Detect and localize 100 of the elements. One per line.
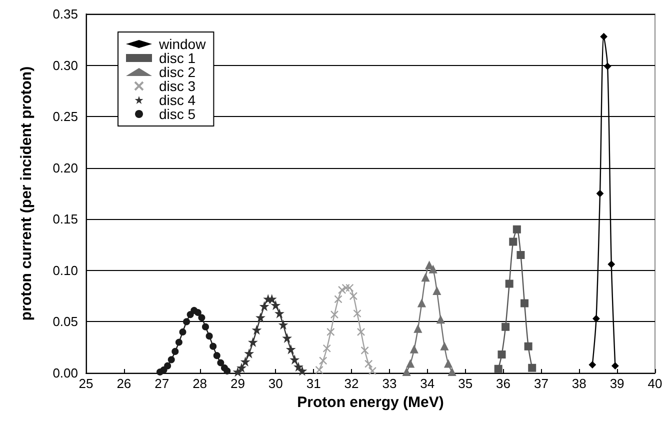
point [283, 334, 292, 342]
y-tick-label: 0.20 [52, 160, 78, 176]
legend-label: disc 1 [159, 50, 196, 66]
point [279, 320, 288, 329]
point [410, 345, 418, 354]
point [414, 324, 422, 333]
y-tick-label: 0.00 [52, 366, 78, 380]
point [238, 364, 246, 372]
point [326, 328, 335, 336]
x-tick-label: 30 [268, 376, 283, 391]
point [213, 352, 220, 360]
point [444, 360, 452, 368]
point [164, 362, 172, 370]
legend-label: disc 4 [159, 92, 196, 108]
point [505, 280, 514, 288]
x-tick-label: 35 [458, 376, 473, 391]
point [252, 326, 261, 334]
point [509, 238, 518, 246]
x-tick-label: 38 [572, 376, 586, 391]
point [330, 310, 339, 319]
x-tick-label: 34 [420, 376, 435, 391]
x-tick-label: 31 [306, 376, 321, 391]
point [298, 366, 306, 375]
x-tick-label: 29 [230, 376, 245, 391]
x-tick-label: 25 [78, 376, 94, 391]
point [349, 292, 358, 300]
point [334, 295, 342, 304]
point [596, 190, 604, 197]
y-tick-label: 0.05 [52, 314, 78, 330]
point [516, 251, 525, 260]
y-tick-label: 0.10 [52, 262, 78, 278]
y-tick-label: 0.35 [52, 6, 78, 22]
point [202, 323, 209, 330]
point [210, 342, 217, 350]
point [286, 345, 295, 354]
point [322, 344, 331, 352]
point [272, 301, 280, 310]
point [342, 284, 350, 292]
point [183, 318, 190, 326]
point [498, 350, 506, 359]
point [245, 350, 254, 358]
point [612, 362, 619, 370]
point [224, 367, 231, 374]
point [175, 338, 182, 346]
point [425, 261, 434, 270]
x-tick-label: 26 [116, 376, 132, 391]
y-tick-label: 0.25 [52, 109, 78, 124]
x-tick-label: 37 [534, 376, 548, 391]
point [248, 338, 257, 346]
point [502, 322, 510, 331]
point [360, 346, 369, 355]
y-tick-label: 0.30 [52, 58, 78, 73]
point [294, 362, 302, 371]
point [600, 33, 608, 40]
point [168, 356, 175, 364]
point [234, 368, 242, 376]
x-tick-label: 27 [154, 376, 170, 391]
x-tick-label: 28 [192, 376, 208, 391]
point [260, 302, 268, 310]
point [429, 265, 438, 274]
point [172, 348, 179, 355]
point [346, 284, 354, 292]
point [179, 328, 186, 336]
x-axis-title: Proton energy (MeV) [297, 394, 444, 411]
legend-label: disc 3 [159, 78, 196, 94]
point [241, 358, 250, 366]
x-tick-label: 39 [610, 376, 624, 391]
x-tick-label: 32 [344, 376, 359, 391]
point [353, 309, 362, 318]
x-tick-label: 33 [382, 376, 397, 391]
point [198, 314, 206, 322]
point [432, 286, 441, 295]
y-axis-title: proton current (per incident proton) [18, 66, 35, 321]
point [448, 368, 456, 376]
point [364, 360, 373, 368]
legend-label: disc 2 [159, 64, 196, 80]
point [528, 364, 536, 372]
point [512, 225, 521, 234]
x-tick-label: 40 [648, 376, 662, 391]
point [160, 366, 168, 374]
point [608, 260, 615, 268]
point [368, 366, 376, 376]
point [604, 62, 612, 70]
point [494, 364, 502, 373]
point [275, 310, 284, 318]
y-tick-label: 0.15 [52, 212, 78, 227]
legend-label: disc 5 [159, 106, 196, 122]
point [418, 299, 426, 308]
point [402, 368, 411, 376]
point [440, 342, 448, 350]
point [524, 342, 532, 350]
point [217, 359, 224, 366]
point [588, 361, 596, 368]
point [256, 314, 264, 322]
legend-label: window [158, 36, 207, 52]
point [206, 332, 213, 340]
x-tick-label: 36 [496, 376, 510, 391]
point [338, 286, 346, 294]
point [436, 316, 445, 324]
point [315, 366, 324, 374]
